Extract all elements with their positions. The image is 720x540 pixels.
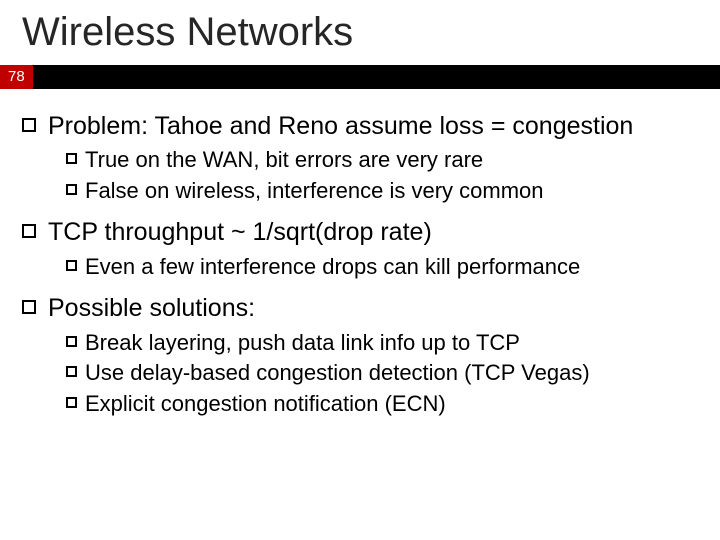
slide-content: Problem: Tahoe and Reno assume loss = co… — [0, 89, 720, 418]
sub-bullet-item: Explicit congestion notification (ECN) — [66, 390, 698, 419]
bullet-item: TCP throughput ~ 1/sqrt(drop rate) — [22, 217, 698, 248]
page-number: 78 — [0, 65, 33, 89]
sub-list: Break layering, push data link info up t… — [22, 329, 698, 419]
sub-bullet-text: Use delay-based congestion detection (TC… — [85, 359, 590, 388]
slide-title: Wireless Networks — [0, 0, 720, 65]
square-bullet-icon — [66, 366, 77, 377]
sub-list: Even a few interference drops can kill p… — [22, 253, 698, 282]
sub-bullet-item: Even a few interference drops can kill p… — [66, 253, 698, 282]
bullet-text: Possible solutions: — [48, 293, 255, 324]
sub-bullet-item: False on wireless, interference is very … — [66, 177, 698, 206]
sub-bullet-text: False on wireless, interference is very … — [85, 177, 544, 206]
square-bullet-icon — [22, 224, 36, 238]
sub-bullet-item: Use delay-based congestion detection (TC… — [66, 359, 698, 388]
bullet-text: Problem: Tahoe and Reno assume loss = co… — [48, 111, 633, 142]
sub-bullet-text: True on the WAN, bit errors are very rar… — [85, 146, 483, 175]
bullet-item: Problem: Tahoe and Reno assume loss = co… — [22, 111, 698, 142]
sub-bullet-text: Even a few interference drops can kill p… — [85, 253, 580, 282]
slide: Wireless Networks 78 Problem: Tahoe and … — [0, 0, 720, 540]
square-bullet-icon — [22, 300, 36, 314]
square-bullet-icon — [66, 397, 77, 408]
title-bar: 78 — [0, 65, 720, 89]
square-bullet-icon — [66, 184, 77, 195]
bullet-text: TCP throughput ~ 1/sqrt(drop rate) — [48, 217, 432, 248]
square-bullet-icon — [66, 153, 77, 164]
sub-list: True on the WAN, bit errors are very rar… — [22, 146, 698, 205]
square-bullet-icon — [66, 260, 77, 271]
bullet-item: Possible solutions: — [22, 293, 698, 324]
square-bullet-icon — [22, 118, 36, 132]
sub-bullet-item: True on the WAN, bit errors are very rar… — [66, 146, 698, 175]
sub-bullet-text: Break layering, push data link info up t… — [85, 329, 520, 358]
square-bullet-icon — [66, 336, 77, 347]
sub-bullet-text: Explicit congestion notification (ECN) — [85, 390, 446, 419]
sub-bullet-item: Break layering, push data link info up t… — [66, 329, 698, 358]
